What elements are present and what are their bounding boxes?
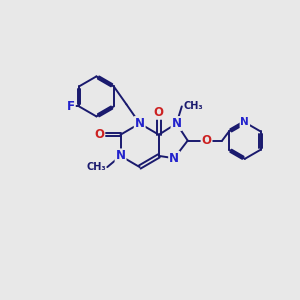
- Text: O: O: [202, 134, 212, 147]
- Text: N: N: [135, 117, 145, 130]
- Text: N: N: [240, 117, 249, 127]
- Text: O: O: [94, 128, 104, 141]
- Text: N: N: [169, 152, 179, 165]
- Text: F: F: [67, 100, 75, 113]
- Text: CH₃: CH₃: [86, 162, 106, 172]
- Text: N: N: [172, 117, 182, 130]
- Text: O: O: [154, 106, 164, 119]
- Text: CH₃: CH₃: [183, 101, 203, 111]
- Text: N: N: [116, 149, 126, 162]
